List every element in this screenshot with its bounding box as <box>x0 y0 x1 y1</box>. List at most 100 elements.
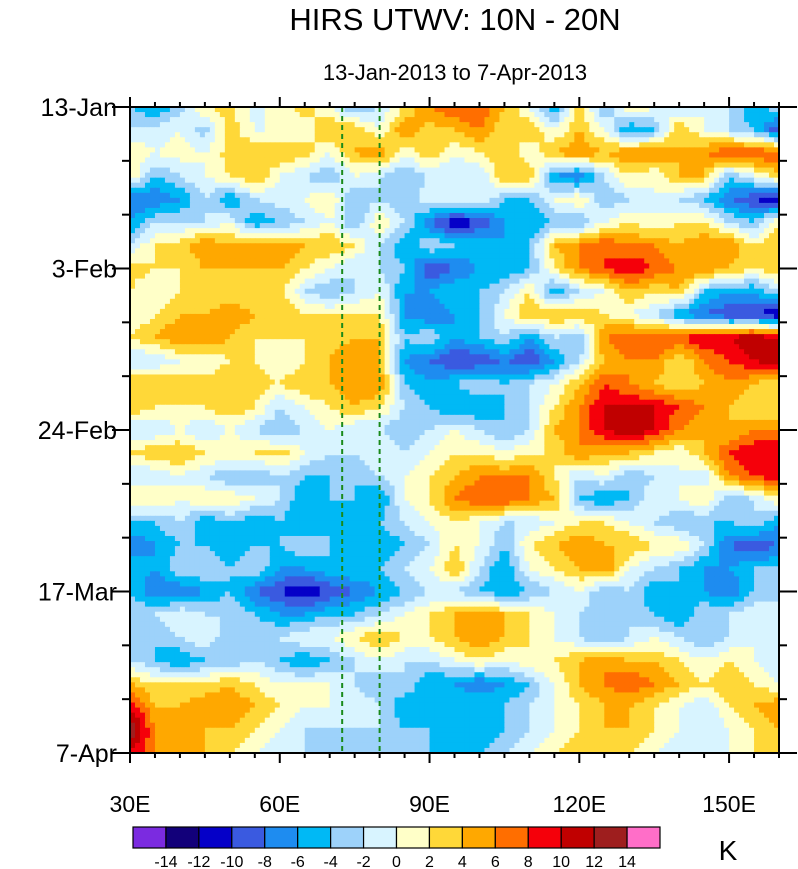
field-cell <box>214 283 221 290</box>
field-cell <box>374 182 381 189</box>
field-cell <box>479 132 486 138</box>
field-cell <box>179 122 186 128</box>
field-cell <box>279 212 286 219</box>
field-cell <box>414 112 421 118</box>
field-cell <box>664 192 670 199</box>
field-cell <box>324 233 331 239</box>
field-cell <box>434 192 441 199</box>
field-cell <box>394 248 401 254</box>
field-cell <box>549 167 555 174</box>
field-cell <box>644 132 650 138</box>
field-cell <box>719 117 725 123</box>
field-cell <box>534 243 540 249</box>
field-cell <box>719 253 725 260</box>
field-cell <box>439 258 446 265</box>
field-cell <box>324 162 331 169</box>
field-cell <box>419 263 426 270</box>
field-cell <box>769 278 775 285</box>
field-cell <box>484 187 491 194</box>
field-cell <box>419 293 426 300</box>
field-cell <box>254 283 261 290</box>
field-cell <box>704 263 710 270</box>
field-cell <box>629 157 635 164</box>
field-cell <box>639 233 645 239</box>
field-cell <box>369 172 376 179</box>
field-cell <box>704 288 710 295</box>
field-cell <box>349 273 356 280</box>
field-cell <box>639 112 645 118</box>
field-cell <box>404 107 411 113</box>
field-cell <box>579 238 585 244</box>
field-cell <box>764 107 770 113</box>
field-cell <box>759 147 765 154</box>
field-cell <box>479 182 486 189</box>
field-cell <box>769 207 775 214</box>
field-cell <box>130 207 136 214</box>
field-cell <box>739 253 745 260</box>
field-cell <box>294 228 301 234</box>
field-cell <box>224 273 231 280</box>
field-cell <box>414 177 421 184</box>
field-cell <box>519 162 525 169</box>
field-cell <box>409 172 416 179</box>
field-cell <box>479 233 486 239</box>
field-cell <box>489 197 496 204</box>
field-cell <box>324 263 331 270</box>
field-cell <box>529 263 535 270</box>
field-cell <box>509 207 516 214</box>
field-cell <box>174 137 181 143</box>
field-cell <box>704 283 710 290</box>
field-cell <box>384 263 391 270</box>
field-cell <box>609 182 615 189</box>
field-cell <box>359 283 366 290</box>
field-cell <box>429 112 436 118</box>
field-cell <box>584 167 590 174</box>
field-cell <box>684 137 690 143</box>
field-cell <box>444 147 451 154</box>
field-cell <box>414 122 421 128</box>
field-cell <box>469 238 476 244</box>
field-cell <box>214 243 221 249</box>
field-cell <box>279 258 286 265</box>
field-cell <box>314 197 321 204</box>
field-cell <box>689 263 695 270</box>
field-cell <box>444 187 451 194</box>
field-cell <box>209 253 216 260</box>
field-cell <box>524 248 530 254</box>
field-cell <box>334 278 341 285</box>
field-cell <box>704 117 710 123</box>
field-cell <box>319 172 326 179</box>
field-cell <box>130 157 136 164</box>
field-cell <box>714 263 720 270</box>
field-cell <box>474 152 481 159</box>
field-cell <box>169 207 176 214</box>
field-cell <box>499 273 506 280</box>
field-cell <box>389 288 396 295</box>
field-cell <box>349 218 356 224</box>
field-cell <box>364 127 371 133</box>
field-cell <box>239 192 246 199</box>
field-cell <box>249 122 256 128</box>
field-cell <box>699 112 705 118</box>
field-cell <box>454 137 461 143</box>
field-cell <box>444 207 451 214</box>
field-cell <box>649 283 655 290</box>
field-cell <box>689 107 695 113</box>
field-cell <box>774 132 779 138</box>
field-cell <box>414 223 421 229</box>
field-cell <box>389 182 396 189</box>
field-cell <box>179 162 186 169</box>
field-cell <box>209 172 216 179</box>
field-cell <box>559 288 565 295</box>
field-cell <box>704 192 710 199</box>
field-cell <box>424 167 431 174</box>
field-cell <box>504 293 511 300</box>
field-cell <box>209 192 216 199</box>
field-cell <box>429 132 436 138</box>
field-cell <box>729 107 735 113</box>
field-cell <box>509 122 516 128</box>
field-cell <box>739 202 745 209</box>
field-cell <box>474 157 481 164</box>
field-cell <box>199 112 206 118</box>
field-cell <box>624 117 630 123</box>
